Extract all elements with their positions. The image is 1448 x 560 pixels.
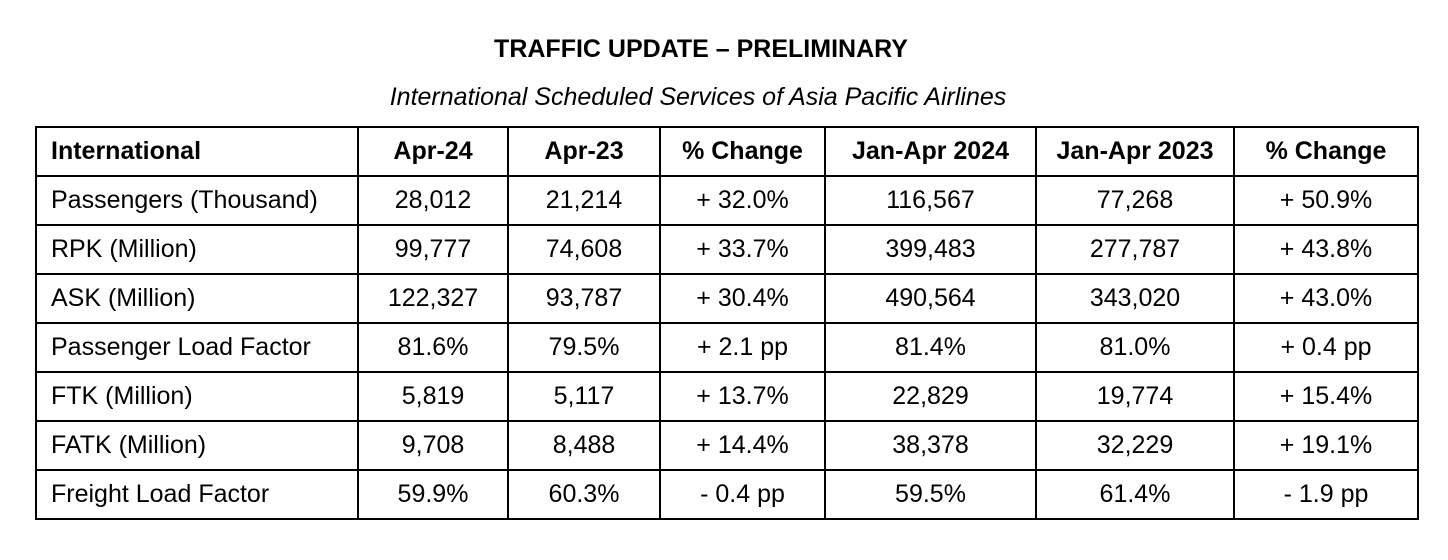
table-cell: 399,483 bbox=[824, 224, 1037, 275]
table-row: FATK (Million) 9,708 8,488 + 14.4% 38,37… bbox=[35, 420, 1419, 471]
column-header-jan-apr-2023: Jan-Apr 2023 bbox=[1035, 126, 1235, 177]
column-header-apr-24: Apr-24 bbox=[357, 126, 509, 177]
table-cell: + 19.1% bbox=[1233, 420, 1419, 471]
table-cell: + 43.0% bbox=[1233, 273, 1419, 324]
table-cell: 490,564 bbox=[824, 273, 1037, 324]
table-cell: 116,567 bbox=[824, 175, 1037, 226]
row-label: Passenger Load Factor bbox=[35, 322, 359, 373]
table-cell: 74,608 bbox=[507, 224, 661, 275]
table-cell: 5,117 bbox=[507, 371, 661, 422]
row-label: RPK (Million) bbox=[35, 224, 359, 275]
table-cell: 99,777 bbox=[357, 224, 509, 275]
table-cell: 77,268 bbox=[1035, 175, 1235, 226]
table-row: RPK (Million) 99,777 74,608 + 33.7% 399,… bbox=[35, 224, 1419, 275]
table-cell: - 1.9 pp bbox=[1233, 469, 1419, 520]
row-label: Freight Load Factor bbox=[35, 469, 359, 520]
row-label: ASK (Million) bbox=[35, 273, 359, 324]
table-cell: + 13.7% bbox=[659, 371, 826, 422]
traffic-table: International Apr-24 Apr-23 % Change Jan… bbox=[35, 126, 1419, 520]
table-cell: 122,327 bbox=[357, 273, 509, 324]
table-row: Passengers (Thousand) 28,012 21,214 + 32… bbox=[35, 175, 1419, 226]
table-cell: 59.5% bbox=[824, 469, 1037, 520]
table-cell: 59.9% bbox=[357, 469, 509, 520]
page-subtitle: International Scheduled Services of Asia… bbox=[389, 83, 1007, 111]
table-cell: + 14.4% bbox=[659, 420, 826, 471]
table-cell: 81.6% bbox=[357, 322, 509, 373]
table-cell: 32,229 bbox=[1035, 420, 1235, 471]
table-cell: 61.4% bbox=[1035, 469, 1235, 520]
table-cell: + 33.7% bbox=[659, 224, 826, 275]
table-cell: 21,214 bbox=[507, 175, 661, 226]
table-cell: 81.4% bbox=[824, 322, 1037, 373]
table-cell: 79.5% bbox=[507, 322, 661, 373]
table-cell: 60.3% bbox=[507, 469, 661, 520]
table-cell: 277,787 bbox=[1035, 224, 1235, 275]
table-header-row: International Apr-24 Apr-23 % Change Jan… bbox=[35, 126, 1419, 177]
page-title: TRAFFIC UPDATE – PRELIMINARY bbox=[494, 35, 908, 63]
table-cell: 28,012 bbox=[357, 175, 509, 226]
column-header-international: International bbox=[35, 126, 359, 177]
table-cell: + 50.9% bbox=[1233, 175, 1419, 226]
table-row: FTK (Million) 5,819 5,117 + 13.7% 22,829… bbox=[35, 371, 1419, 422]
table-cell: 93,787 bbox=[507, 273, 661, 324]
table-cell: 8,488 bbox=[507, 420, 661, 471]
table-cell: 343,020 bbox=[1035, 273, 1235, 324]
row-label: Passengers (Thousand) bbox=[35, 175, 359, 226]
row-label: FATK (Million) bbox=[35, 420, 359, 471]
column-header-ytd-change: % Change bbox=[1233, 126, 1419, 177]
table-cell: 5,819 bbox=[357, 371, 509, 422]
table-cell: + 2.1 pp bbox=[659, 322, 826, 373]
table-cell: + 43.8% bbox=[1233, 224, 1419, 275]
table-cell: + 32.0% bbox=[659, 175, 826, 226]
table-cell: + 0.4 pp bbox=[1233, 322, 1419, 373]
table-cell: + 15.4% bbox=[1233, 371, 1419, 422]
table-cell: 38,378 bbox=[824, 420, 1037, 471]
row-label: FTK (Million) bbox=[35, 371, 359, 422]
table-row: Freight Load Factor 59.9% 60.3% - 0.4 pp… bbox=[35, 469, 1419, 520]
column-header-apr-23: Apr-23 bbox=[507, 126, 661, 177]
table-cell: 19,774 bbox=[1035, 371, 1235, 422]
table-cell: 9,708 bbox=[357, 420, 509, 471]
table-row: ASK (Million) 122,327 93,787 + 30.4% 490… bbox=[35, 273, 1419, 324]
column-header-month-change: % Change bbox=[659, 126, 826, 177]
column-header-jan-apr-2024: Jan-Apr 2024 bbox=[824, 126, 1037, 177]
table-cell: 81.0% bbox=[1035, 322, 1235, 373]
table-row: Passenger Load Factor 81.6% 79.5% + 2.1 … bbox=[35, 322, 1419, 373]
table-cell: - 0.4 pp bbox=[659, 469, 826, 520]
table-cell: + 30.4% bbox=[659, 273, 826, 324]
table-cell: 22,829 bbox=[824, 371, 1037, 422]
